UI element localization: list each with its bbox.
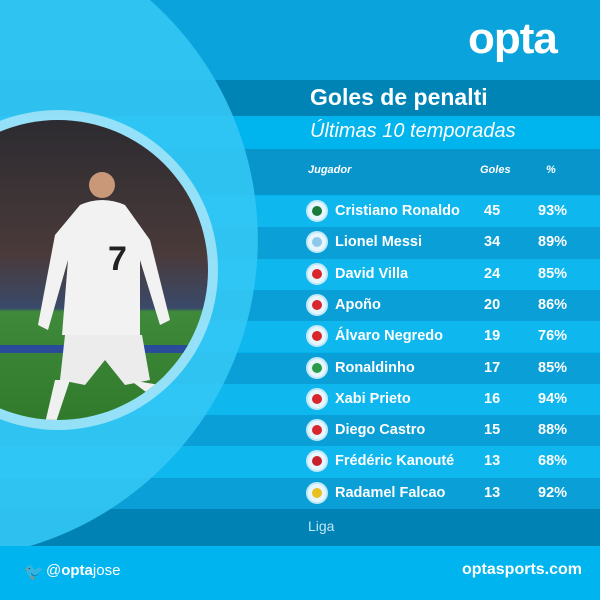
website-link[interactable]: optasports.com (462, 561, 583, 578)
player-name: Apoño (335, 296, 381, 313)
player-name: Álvaro Negredo (335, 328, 443, 345)
handle-name: jose (92, 562, 121, 579)
competition-label: Liga (308, 518, 335, 534)
player-name: Xabi Prieto (335, 390, 411, 407)
pct-value: 85% (538, 359, 568, 376)
player-name: Diego Castro (335, 422, 426, 439)
flag-spain-icon (306, 293, 328, 316)
pct-value: 76% (538, 328, 568, 345)
flag-mali-icon (306, 450, 328, 473)
pct-value: 86% (538, 296, 568, 313)
column-header-pct: % (546, 164, 556, 176)
pct-value: 85% (538, 265, 568, 282)
twitter-handle[interactable]: 🐦 @optajose (24, 562, 121, 581)
flag-colombia-icon (306, 481, 328, 504)
player-name: Radamel Falcao (335, 484, 446, 501)
column-header-player: Jugador (308, 164, 352, 176)
twitter-bird-icon: 🐦 (24, 564, 44, 581)
goals-value: 19 (484, 328, 501, 345)
goals-value: 13 (484, 484, 501, 501)
flag-spain-icon (306, 262, 328, 285)
opta-logo: opta (468, 14, 558, 63)
svg-text:7: 7 (108, 240, 127, 278)
flag-argentina-icon (306, 231, 328, 254)
page-title: Goles de penalti (310, 84, 488, 110)
handle-at: @ (46, 562, 62, 579)
pct-value: 88% (538, 422, 568, 439)
goals-value: 24 (484, 265, 501, 282)
flag-brazil-icon (306, 356, 328, 379)
goals-value: 15 (484, 422, 501, 439)
pct-value: 92% (538, 484, 568, 501)
pct-value: 89% (538, 234, 568, 251)
pct-value: 68% (538, 453, 568, 470)
goals-value: 34 (484, 234, 501, 251)
handle-brand: opta (61, 562, 93, 579)
flag-spain-icon (306, 387, 328, 410)
goals-value: 13 (484, 453, 501, 470)
goals-value: 45 (484, 203, 501, 219)
goals-value: 16 (484, 390, 501, 407)
flag-portugal-icon (306, 200, 328, 222)
player-name: Lionel Messi (335, 234, 423, 251)
player-name: David Villa (335, 265, 409, 282)
player-name: Frédéric Kanouté (335, 453, 455, 470)
goals-value: 17 (484, 359, 501, 376)
pct-value: 94% (538, 390, 568, 407)
flag-spain-icon (306, 419, 328, 442)
page-subtitle: Últimas 10 temporadas (310, 120, 516, 142)
column-header-goals: Goles (480, 164, 511, 176)
player-photo: 7 (0, 120, 208, 420)
flag-spain-icon (306, 325, 328, 348)
player-name: Ronaldinho (335, 359, 415, 376)
player-name: Cristiano Ronaldo (335, 203, 460, 219)
footer (0, 546, 600, 600)
goals-value: 20 (484, 296, 501, 313)
pct-value: 93% (538, 203, 568, 219)
